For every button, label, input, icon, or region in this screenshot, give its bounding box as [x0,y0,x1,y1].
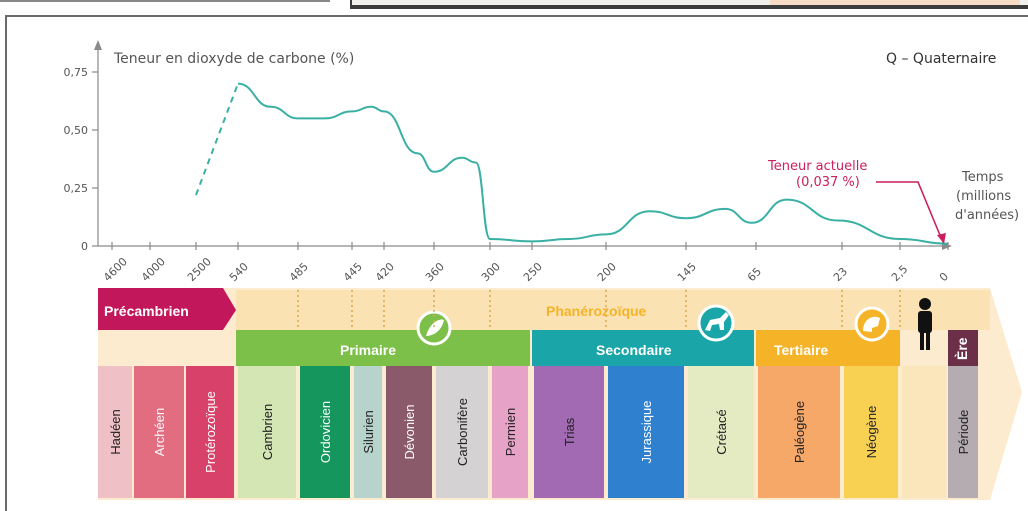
figure-border [5,15,1028,511]
chart-axes [97,48,948,247]
period-jurassique-label: Jurassique [639,401,654,464]
y-ticks: 0,75 0,50 0,25 0 [64,66,98,253]
period-hadeen-column [98,366,132,498]
x-tick-label: 23 [831,265,850,284]
co2-line [237,82,949,245]
co2-line-estimated [195,83,239,196]
co2-series [195,82,949,245]
y-tick-label: 0,25 [64,182,89,195]
page-edge-box-accent [770,0,1020,5]
period-cambrien-column [238,366,296,498]
period-silurien-column [354,366,382,498]
period-periode-label: Période [956,410,971,455]
x-tick-label: 250 [521,260,545,284]
current-level-arrow [876,181,943,241]
x-tick-label: 360 [423,260,447,284]
y-tick-label: 0,75 [64,66,89,79]
eon-precambrien-label: Précambrien [104,303,189,319]
x-tick-label: 2500 [185,255,214,284]
period-ordovicien-label: Ordovicien [318,401,333,463]
period-cretace-label: Crétacé [714,409,729,455]
period-periode-column [948,366,978,498]
period-silurien-label: Silurien [361,410,376,453]
period-neogene-column [844,366,898,498]
x-tick-label: 200 [595,260,619,284]
x-tick-label: 4000 [139,255,168,284]
period-proterozoique-column [186,366,234,498]
time-axis-label-line3: d'années) [955,208,1019,223]
x-tick-label: 65 [745,265,764,284]
y-axis-title: Teneur en dioxyde de carbone (%) [113,51,354,67]
current-level-annotation-line2: (0,037 %) [796,175,860,190]
period-trias-label: Trias [562,417,577,446]
quaternary-column [902,366,946,498]
period-ordovicien-column [300,366,350,498]
mammal-icon [854,306,890,342]
plant-icon [416,310,452,346]
period-permien-label: Permien [503,408,518,456]
y-tick-label: 0 [81,240,88,253]
x-tick-label: 300 [479,260,503,284]
era-header-box [948,330,978,366]
page-edge-left [0,0,330,2]
period-paleogene-label: Paléogène [792,401,807,463]
page-edge-box-inner [352,0,1028,5]
period-carbonifere-column [436,366,488,498]
eon-precambrien-bar [98,288,236,330]
period-devonien-column [386,366,432,498]
period-hadeen-label: Hadéen [108,409,123,455]
x-tick-label: 2,5 [889,263,911,285]
time-axis-label-line1: Temps [961,170,1004,185]
x-ticks: 4600 4000 2500 540 485 445 420 360 300 250 200 145 6… [101,242,951,284]
period-separators [297,290,901,330]
era-tertiaire-label: Tertiaire [774,342,828,358]
period-paleogene-column [758,366,840,498]
time-axis-label-line2: (millions [956,189,1011,204]
x-tick-label: 420 [373,260,397,284]
y-tick-label: 0,50 [64,124,89,137]
x-tick-label: 540 [227,260,251,284]
era-secondaire-label: Secondaire [596,342,672,358]
period-cambrien-label: Cambrien [260,404,275,460]
x-tick-label: 145 [675,260,699,284]
quaternary-note: Q – Quaternaire [886,51,996,67]
period-trias-column [534,366,604,498]
period-carbonifere-label: Carbonifère [455,398,470,466]
x-tick-label: 445 [341,260,365,284]
period-permien-column [492,366,528,498]
period-neogene-label: Néogène [864,406,879,459]
period-columns: Hadéen Archéen Protérozoïque Cambrien Ordovi… [98,366,978,498]
human-icon [918,298,932,350]
eon-phanerozoique-label: Phanérozoïque [546,303,647,319]
y-axis-arrow [94,40,102,50]
period-devonien-label: Dévonien [402,405,417,460]
x-tick-label: 0 [937,270,951,284]
x-tick-label: 485 [287,260,311,284]
period-archeen-label: Archéen [152,408,167,456]
period-proterozoique-label: Protérozoïque [203,391,218,473]
era-primaire-bar [236,330,530,366]
era-header-label: Ère [954,337,970,360]
period-jurassique-column [608,366,684,498]
current-level-arrowhead [937,233,946,244]
era-primaire-label: Primaire [340,342,396,358]
x-tick-label: 4600 [101,255,130,284]
period-cretace-column [688,366,754,498]
period-archeen-column [134,366,184,498]
current-level-annotation-line1: Teneur actuelle [767,159,867,174]
dinosaur-icon [697,304,735,342]
